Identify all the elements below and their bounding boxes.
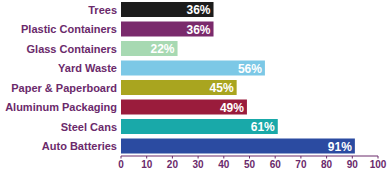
bars <box>121 2 355 154</box>
x-tick-label: 70 <box>295 159 307 169</box>
x-tick-label: 80 <box>321 159 333 169</box>
x-tick-label: 30 <box>193 159 205 169</box>
data-label: 36% <box>186 23 210 37</box>
data-label: 22% <box>151 42 175 56</box>
data-label: 45% <box>210 81 234 95</box>
x-tick-label: 60 <box>270 159 282 169</box>
category-label: Trees <box>88 4 117 16</box>
category-label: Steel Cans <box>61 121 117 133</box>
chart: Trees 36% Plastic Containers 36% Glass Conta… <box>0 0 390 169</box>
category-label: Yard Waste <box>58 62 117 74</box>
data-label: 56% <box>238 62 262 76</box>
x-tick-label: 0 <box>118 159 124 169</box>
category-label: Auto Batteries <box>42 140 117 152</box>
data-label: 91% <box>328 140 352 154</box>
category-label: Plastic Containers <box>21 23 117 35</box>
x-tick-label: 90 <box>347 159 359 169</box>
bar <box>121 2 214 17</box>
bar <box>121 41 178 56</box>
x-tick-label: 20 <box>167 159 179 169</box>
bar <box>121 100 247 115</box>
bar <box>121 80 237 95</box>
data-label: 36% <box>186 3 210 17</box>
labels: Trees 36% Plastic Containers 36% Glass Conta… <box>5 3 352 154</box>
x-tick-label: 10 <box>141 159 153 169</box>
bar <box>121 139 355 154</box>
x-tick-label: 50 <box>244 159 256 169</box>
data-label: 49% <box>220 101 244 115</box>
bar <box>121 61 265 76</box>
category-label: Aluminum Packaging <box>5 101 117 113</box>
category-label: Paper & Paperboard <box>11 82 117 94</box>
x-tick-label: 40 <box>218 159 230 169</box>
x-tick-label: 100 <box>370 159 387 169</box>
bar <box>121 119 278 134</box>
bar <box>121 22 214 37</box>
category-label: Glass Containers <box>27 43 117 55</box>
data-label: 61% <box>251 120 275 134</box>
